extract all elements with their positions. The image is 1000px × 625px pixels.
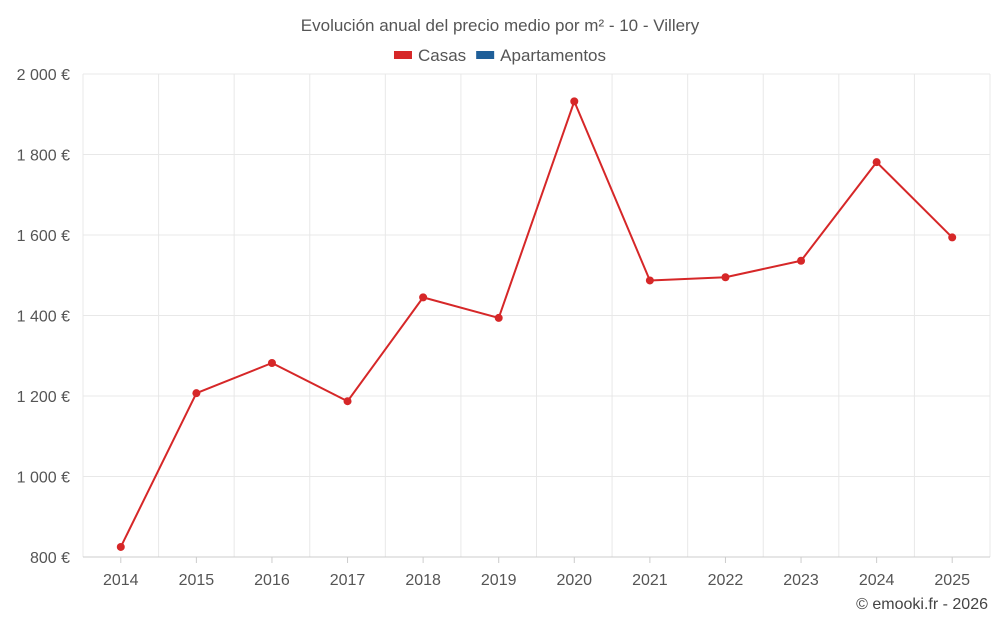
series-line (119, 100, 953, 548)
y-tick-label: 2 000 € (17, 67, 70, 84)
data-point[interactable] (419, 293, 428, 302)
y-tick-label: 1 000 € (17, 470, 70, 487)
x-axis: 2014 2015 2016 2017 2018 2019 2020 2021 2022 2023… (83, 556, 990, 589)
data-point[interactable] (343, 397, 352, 406)
x-tick-label: 2015 (179, 572, 215, 589)
x-tick-label: 2022 (708, 572, 744, 589)
data-point[interactable] (116, 542, 125, 551)
x-tick-label: 2024 (859, 572, 895, 589)
x-tick-label: 2016 (254, 572, 290, 589)
y-tick-label: 800 € (30, 550, 70, 567)
y-axis: 800 € 1 000 € 1 200 € 1 400 € 1 600 € 1 800 €… (17, 67, 70, 567)
data-point[interactable] (797, 256, 806, 265)
x-tick-label: 2025 (934, 572, 970, 589)
data-point[interactable] (192, 389, 201, 398)
series-group (116, 97, 957, 551)
x-tick-label: 2017 (330, 572, 366, 589)
data-point[interactable] (872, 158, 881, 167)
credit-text: © emooki.fr - 2026 (856, 596, 988, 613)
legend-swatch (393, 51, 412, 59)
data-point[interactable] (570, 97, 579, 106)
data-point[interactable] (645, 276, 654, 285)
legend-item-apartamentos[interactable]: Apartamentos (476, 46, 606, 65)
x-tick-label: 2019 (481, 572, 517, 589)
grid (82, 73, 991, 557)
data-point[interactable] (494, 313, 503, 322)
x-tick-label: 2020 (556, 572, 592, 589)
series-casas (116, 97, 957, 551)
y-tick-label: 1 200 € (17, 389, 70, 406)
legend-item-casas[interactable]: Casas (393, 46, 466, 65)
data-point[interactable] (267, 358, 276, 367)
legend-label: Casas (418, 46, 466, 65)
data-point[interactable] (721, 273, 730, 282)
y-tick-label: 1 800 € (17, 148, 70, 165)
legend[interactable]: Casas Apartamentos (393, 46, 606, 65)
x-tick-label: 2014 (103, 572, 139, 589)
x-tick-label: 2023 (783, 572, 819, 589)
legend-swatch (476, 51, 495, 59)
chart-title: Evolución anual del precio medio por m² … (301, 16, 700, 35)
legend-label: Apartamentos (500, 46, 606, 65)
x-tick-label: 2021 (632, 572, 668, 589)
y-tick-label: 1 600 € (17, 228, 70, 245)
x-tick-label: 2018 (405, 572, 441, 589)
y-tick-label: 1 400 € (17, 309, 70, 326)
data-point[interactable] (948, 233, 957, 242)
